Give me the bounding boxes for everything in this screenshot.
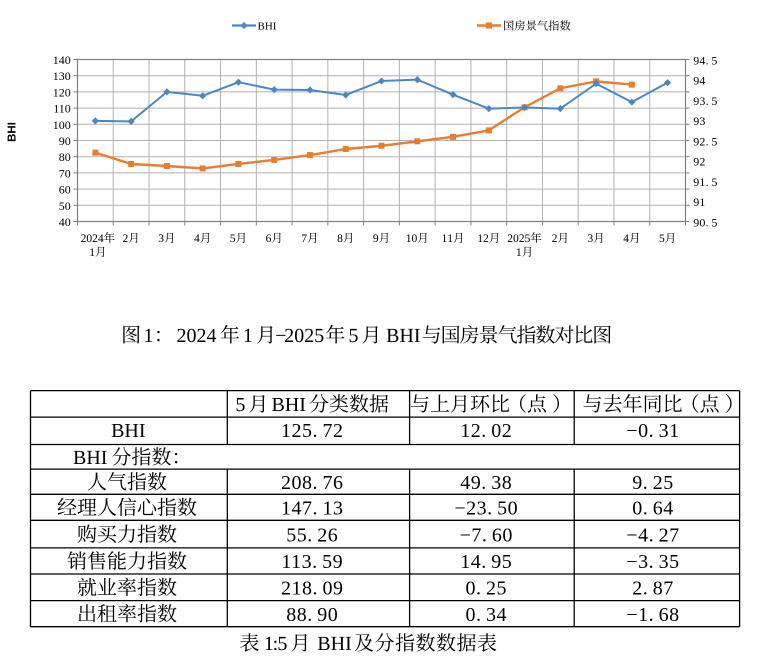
svg-text:49. 38: 49. 38 [460, 472, 512, 494]
svg-text:0. 34: 0. 34 [466, 604, 508, 626]
svg-text:113. 59: 113. 59 [281, 551, 343, 573]
svg-text:BHI: BHI [258, 21, 277, 33]
svg-text:70: 70 [59, 166, 71, 180]
svg-text:94. 5: 94. 5 [693, 53, 717, 67]
svg-text:60: 60 [59, 183, 71, 197]
svg-text:130: 130 [53, 69, 71, 83]
svg-text:93: 93 [693, 114, 705, 128]
svg-text:92. 5: 92. 5 [693, 134, 717, 148]
svg-text:14. 95: 14. 95 [460, 551, 512, 573]
svg-text:−7. 60: −7. 60 [460, 524, 513, 546]
svg-text:92: 92 [693, 155, 705, 169]
svg-text:9. 25: 9. 25 [632, 472, 674, 494]
svg-text:−4. 27: −4. 27 [626, 524, 679, 546]
svg-text:88. 90: 88. 90 [286, 604, 338, 626]
svg-text:80: 80 [59, 150, 71, 164]
svg-text:90: 90 [59, 134, 71, 148]
svg-text:−23. 50: −23. 50 [454, 498, 518, 520]
svg-text:208. 76: 208. 76 [281, 472, 344, 494]
svg-text:55. 26: 55. 26 [286, 524, 338, 546]
svg-text:2. 87: 2. 87 [632, 578, 674, 600]
svg-text:40: 40 [59, 215, 71, 229]
svg-text:93. 5: 93. 5 [693, 94, 717, 108]
svg-text:12. 02: 12. 02 [460, 420, 512, 442]
svg-text:−1. 68: −1. 68 [626, 604, 679, 626]
svg-text:110: 110 [53, 102, 71, 116]
svg-text:94: 94 [693, 74, 705, 88]
svg-text:BHI: BHI [111, 420, 145, 442]
svg-text:218. 09: 218. 09 [281, 578, 344, 600]
svg-text:0. 25: 0. 25 [466, 578, 508, 600]
svg-text:−3. 35: −3. 35 [626, 551, 679, 573]
svg-text:147. 13: 147. 13 [281, 498, 344, 520]
svg-text:100: 100 [53, 118, 71, 132]
svg-text:90. 5: 90. 5 [693, 215, 717, 229]
svg-text:91. 5: 91. 5 [693, 175, 717, 189]
svg-text:120: 120 [53, 85, 71, 99]
svg-text:91: 91 [693, 195, 705, 209]
svg-text:125. 72: 125. 72 [281, 420, 344, 442]
svg-text:−0. 31: −0. 31 [626, 420, 679, 442]
svg-text:140: 140 [53, 53, 71, 67]
svg-text:50: 50 [59, 199, 71, 213]
svg-text:0. 64: 0. 64 [632, 498, 674, 520]
